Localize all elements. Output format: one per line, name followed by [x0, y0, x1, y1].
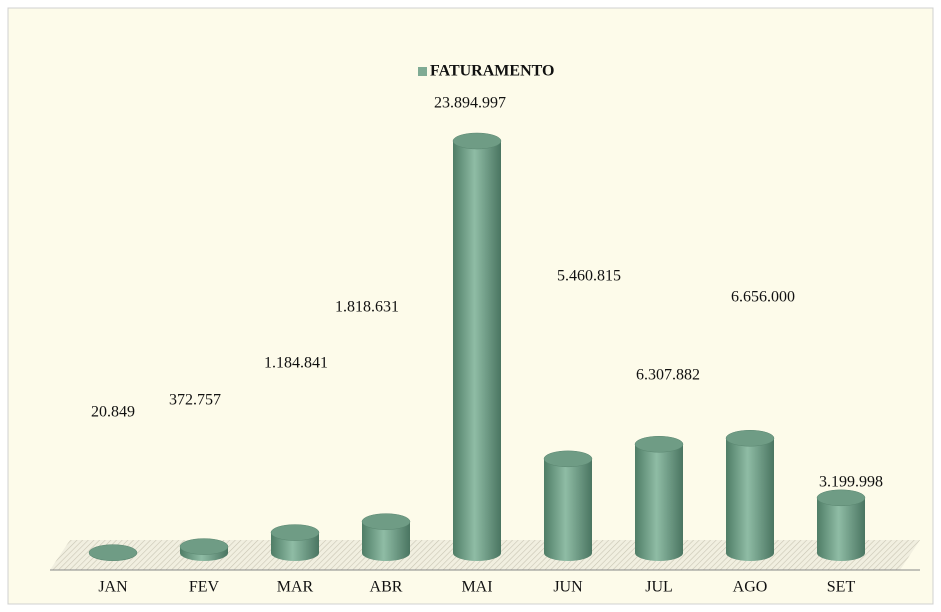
bar: [179, 538, 229, 561]
data-label: 372.757: [169, 392, 221, 409]
data-label: 1.818.631: [335, 299, 399, 316]
data-label: 3.199.998: [819, 474, 883, 491]
data-label: 6.656.000: [731, 289, 795, 306]
bar: [543, 450, 593, 561]
bar-top: [179, 538, 229, 555]
bar: [816, 489, 866, 561]
bar-body: [362, 521, 410, 561]
bar-top: [88, 544, 138, 561]
bar-body: [453, 141, 501, 561]
data-label: 20.849: [91, 404, 135, 421]
bar-top: [270, 524, 320, 541]
bar-top: [361, 513, 411, 530]
x-tick-label: JUL: [645, 579, 673, 596]
bar-top: [634, 435, 684, 453]
legend-label: FATURAMENTO: [430, 63, 554, 80]
bar: [361, 513, 411, 561]
bar-body: [635, 444, 683, 561]
legend-swatch: [418, 67, 427, 76]
bar-body: [544, 458, 592, 561]
x-tick-label: MAR: [277, 579, 314, 596]
bar: [725, 429, 775, 561]
x-tick-label: MAI: [461, 579, 492, 596]
bar-top: [725, 429, 775, 447]
bar-top: [452, 132, 502, 150]
x-tick-label: JUN: [553, 579, 583, 596]
bar: [88, 544, 138, 561]
data-label: 6.307.882: [636, 367, 700, 384]
data-label: 23.894.997: [434, 95, 506, 112]
bar-body: [726, 438, 774, 561]
bar-top: [543, 450, 593, 468]
x-tick-label: AGO: [733, 579, 768, 596]
x-tick-label: JAN: [98, 579, 128, 596]
x-tick-label: ABR: [370, 579, 403, 596]
x-tick-label: SET: [827, 579, 856, 596]
data-label: 5.460.815: [557, 268, 621, 285]
bar-body: [817, 497, 865, 561]
bar: [634, 435, 684, 561]
bar: [452, 132, 502, 561]
bar-top: [816, 489, 866, 507]
bar: [270, 524, 320, 561]
data-label: 1.184.841: [264, 355, 328, 372]
x-tick-label: FEV: [189, 579, 220, 596]
